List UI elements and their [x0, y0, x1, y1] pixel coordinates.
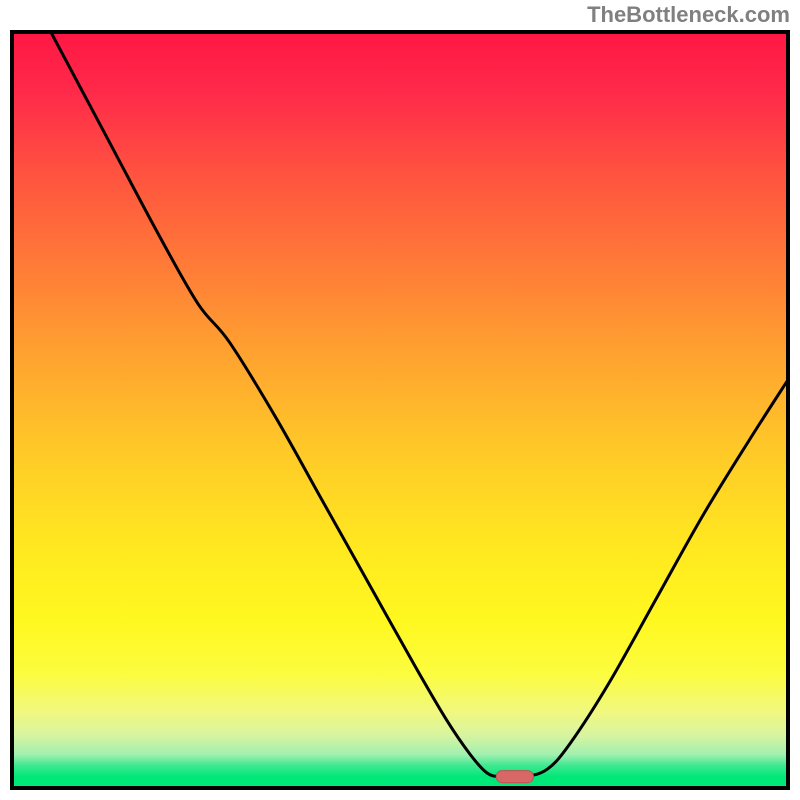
chart-svg	[10, 30, 790, 790]
bottleneck-marker	[496, 771, 533, 783]
watermark-text: TheBottleneck.com	[587, 2, 790, 28]
bottleneck-chart	[10, 30, 790, 790]
